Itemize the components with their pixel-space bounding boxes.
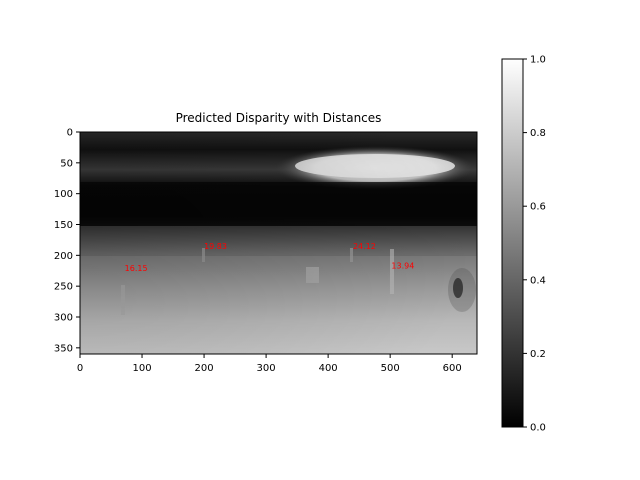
x-tick-label: 300 bbox=[257, 363, 276, 374]
y-axis: 0 50 100 150 200 250 300 350 bbox=[54, 128, 80, 354]
y-tick-label: 350 bbox=[54, 343, 73, 354]
colorbar-axis: 0.0 0.2 0.4 0.6 0.8 1.0 bbox=[523, 55, 546, 434]
colorbar bbox=[501, 58, 524, 428]
colorbar-tick-label: 0.0 bbox=[530, 423, 546, 434]
x-axis: 0 100 200 300 400 500 600 bbox=[77, 354, 462, 374]
y-tick-label: 50 bbox=[60, 158, 73, 169]
y-tick-label: 250 bbox=[54, 282, 73, 293]
y-tick-label: 300 bbox=[54, 313, 73, 324]
x-tick-label: 100 bbox=[132, 363, 151, 374]
x-tick-label: 400 bbox=[319, 363, 338, 374]
y-tick-label: 200 bbox=[54, 251, 73, 262]
distance-label: 13.94 bbox=[391, 261, 414, 270]
x-tick-label: 500 bbox=[381, 363, 400, 374]
distance-annotations: 16.15 19.83 24.12 13.94 bbox=[125, 242, 415, 273]
chart-title: Predicted Disparity with Distances bbox=[176, 111, 382, 125]
distance-label: 24.12 bbox=[353, 242, 376, 251]
distance-label: 19.83 bbox=[204, 242, 227, 251]
y-tick-label: 100 bbox=[54, 189, 73, 200]
colorbar-tick-label: 0.2 bbox=[530, 349, 546, 360]
colorbar-tick-label: 0.6 bbox=[530, 202, 546, 213]
colorbar-tick-label: 0.8 bbox=[530, 128, 546, 139]
disparity-image bbox=[80, 132, 477, 354]
colorbar-tick-label: 1.0 bbox=[530, 55, 546, 66]
x-tick-label: 0 bbox=[77, 363, 83, 374]
y-tick-label: 150 bbox=[54, 220, 73, 231]
y-tick-label: 0 bbox=[67, 128, 73, 139]
distance-label: 16.15 bbox=[125, 264, 148, 273]
x-tick-label: 200 bbox=[195, 363, 214, 374]
colorbar-tick-label: 0.4 bbox=[530, 275, 546, 286]
x-tick-label: 600 bbox=[443, 363, 462, 374]
plot-frame bbox=[79, 131, 478, 355]
